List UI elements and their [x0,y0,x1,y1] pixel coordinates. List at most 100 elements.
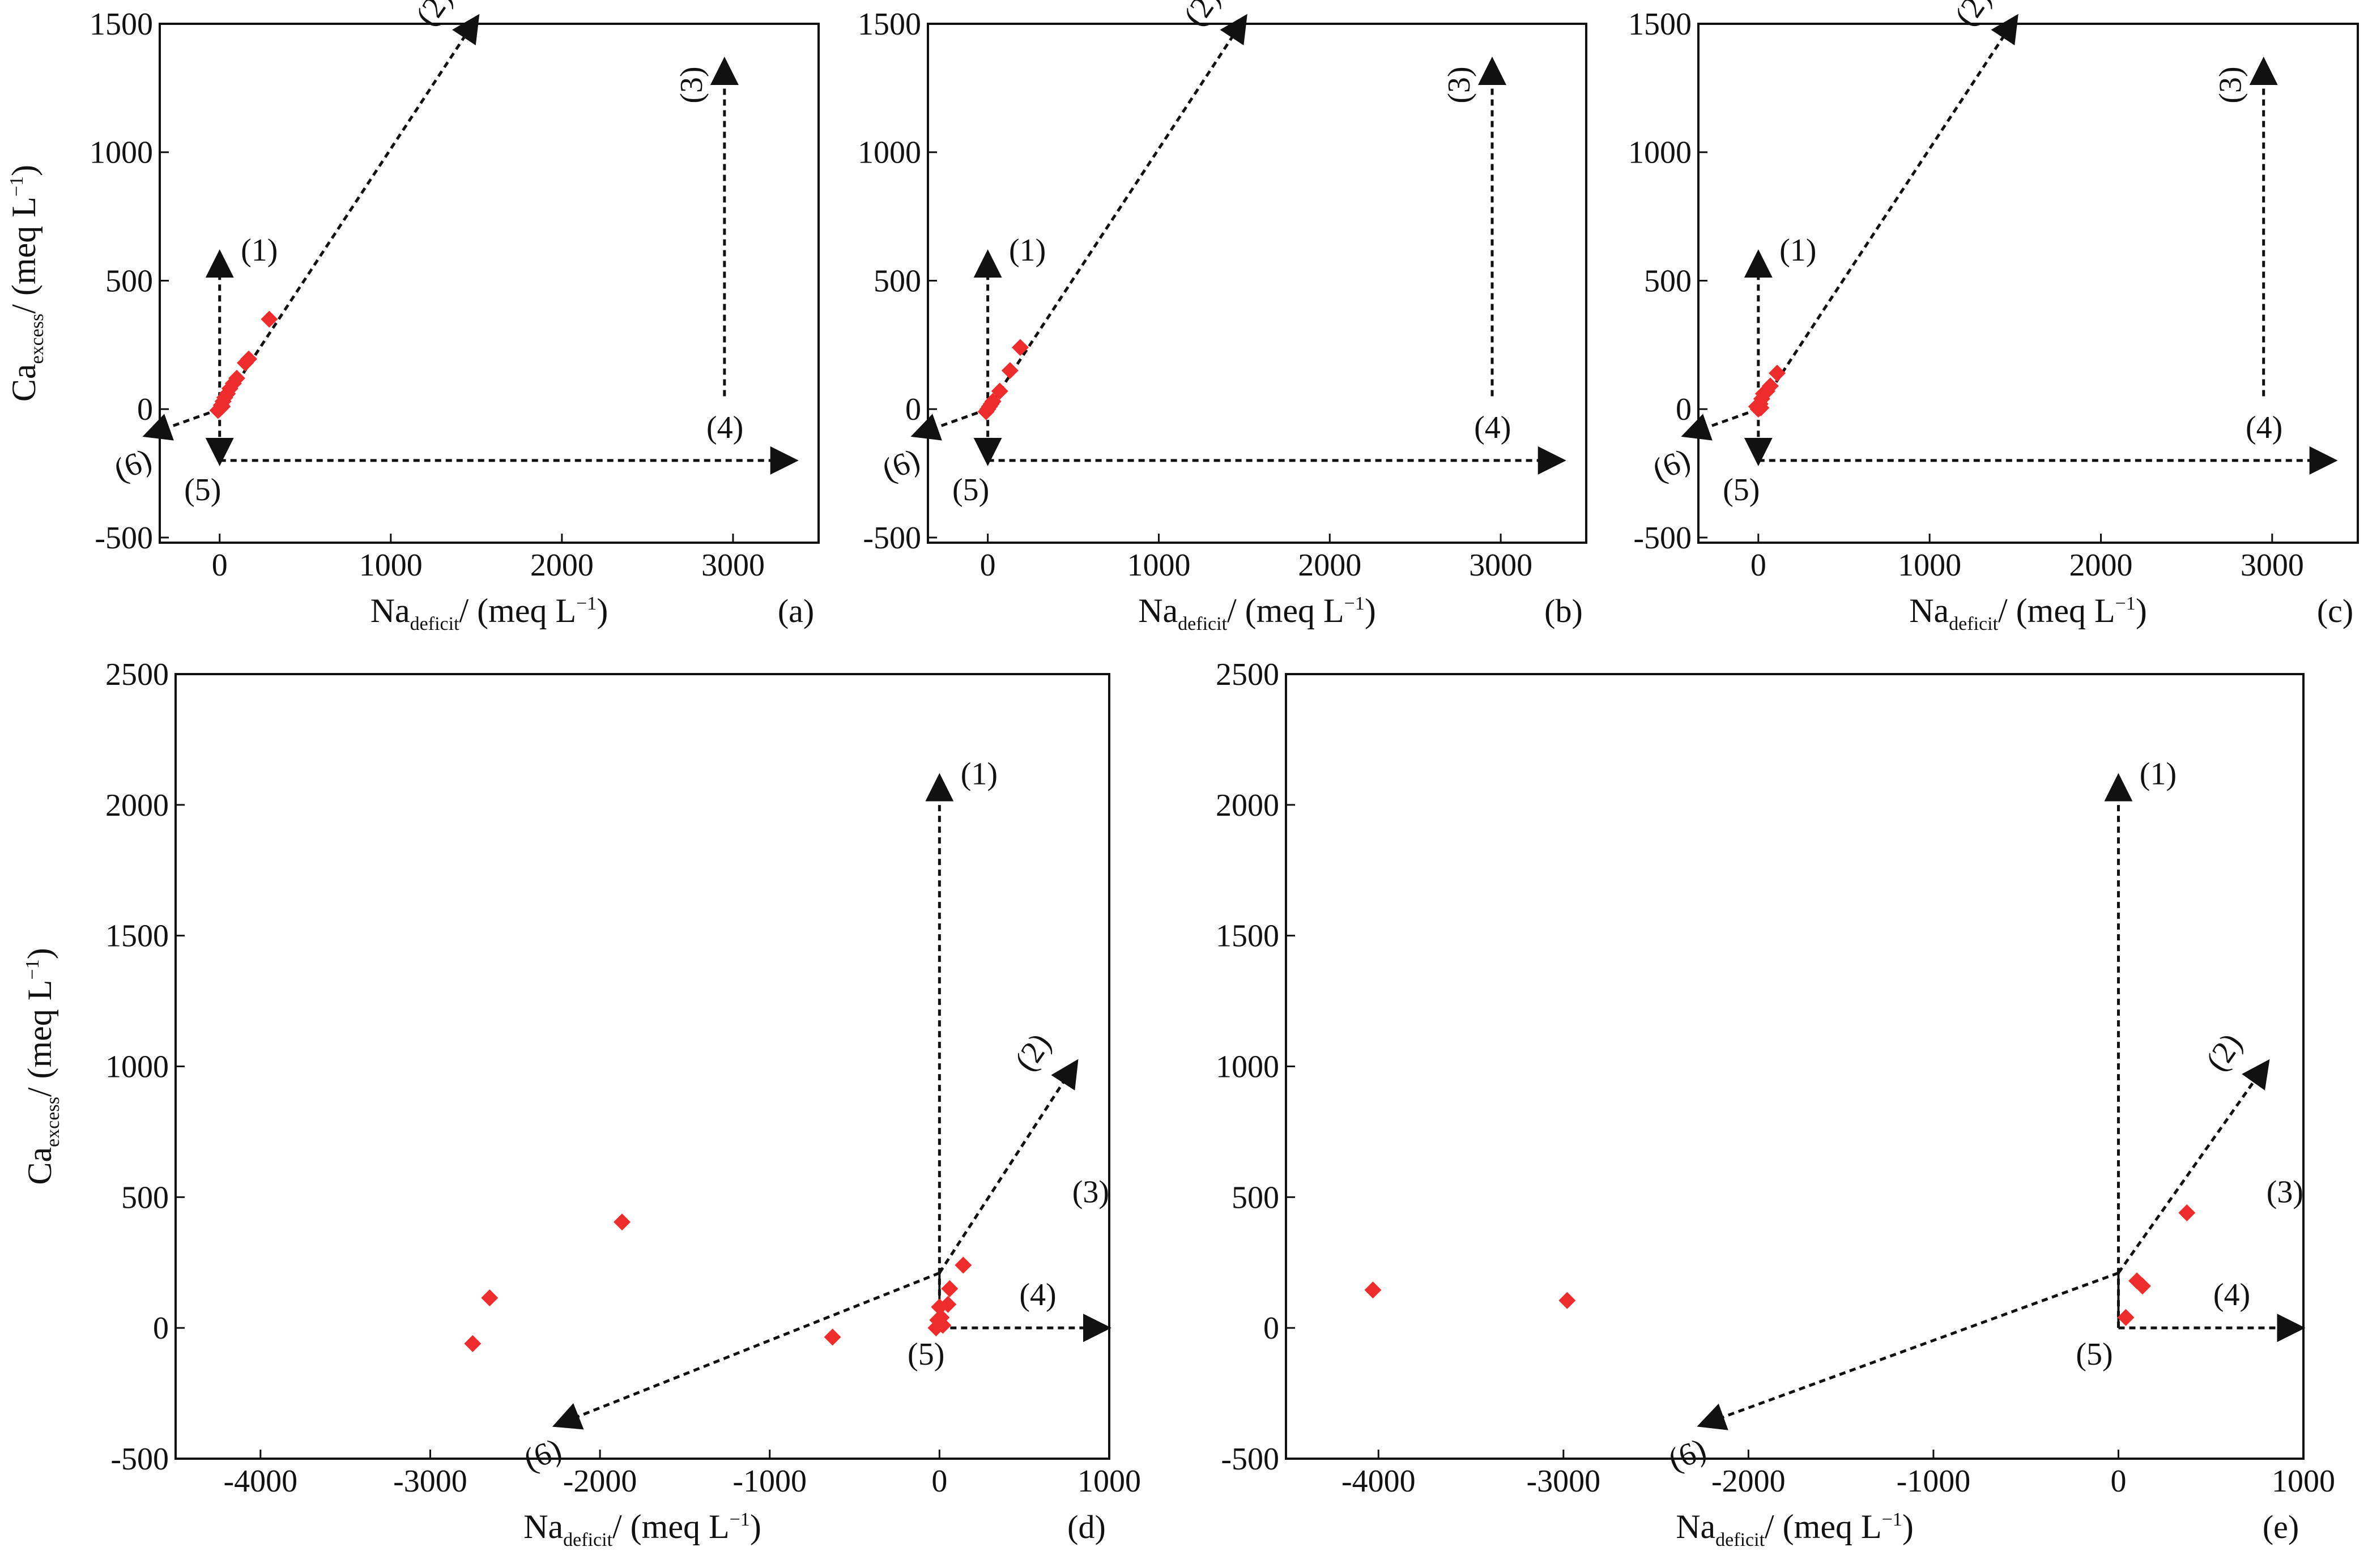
data-point [481,1289,499,1307]
y-tick-label: 500 [121,1180,169,1215]
x-tick-label: 0 [2110,1464,2126,1499]
guide-arrow-6 [1697,1271,2119,1430]
x-tick-label: 1000 [1127,548,1190,583]
x-tick-label: 0 [931,1464,947,1499]
x-tick-label: 1000 [1077,1464,1141,1499]
y-tick-label: 500 [1232,1180,1279,1215]
arrow-label-3: (3) [1442,66,1477,103]
x-tick-label: 1000 [1898,548,1961,583]
x-tick-label: 3000 [1469,548,1532,583]
panel-d: -4000 -3000 -2000 -1000 0 1000 -500 0 500 1000 150… [21,657,1141,1550]
data-point [1001,362,1019,380]
y-tick-label: 1000 [858,135,921,171]
data-point [984,393,1002,410]
x-tick-label: -4000 [1341,1464,1416,1499]
arrow-label-4: (4) [706,410,743,445]
y-tick-label: -500 [863,521,921,556]
y-tick-label: 1500 [1628,7,1692,42]
arrow-label-5: (5) [1723,472,1760,508]
plot-frame [1697,23,2359,544]
arrow-label-6: (6) [878,442,925,488]
y-tick-label: 1000 [105,1050,169,1085]
panel-letter: (d) [1067,1509,1106,1545]
y-tick-label: 1000 [90,135,153,171]
data-point [934,1316,952,1334]
data-point [2178,1204,2196,1222]
panel-a: 0 1000 2000 3000 -500 0 500 1000 1500 (1) (2) (3) (4… [5,0,820,634]
arrow-label-2: (2) [1008,1027,1058,1077]
y-tick-label: -500 [1221,1442,1279,1477]
guide-arrow-2 [2117,1059,2270,1274]
y-tick-label: 1500 [1216,919,1279,954]
x-axis-title: Nadeficit/ (meq L−1) [1676,1508,1914,1550]
x-tick-label: 3000 [701,548,765,583]
panel-b: 0 1000 2000 3000 -500 0 500 1000 1500 (1) (2) (3) (4… [858,0,1587,634]
guide-arrow-2 [938,1059,1079,1274]
arrow-label-6: (6) [519,1432,567,1478]
plot-frame [927,23,1587,544]
y-tick-label: 1500 [90,7,153,42]
y-axis-title: Caexcess/ (meq L−1) [5,165,48,402]
x-tick-label: 1000 [359,548,423,583]
x-tick-label: -3000 [393,1464,467,1499]
x-axis-title: Nadeficit/ (meq L−1) [1909,592,2147,634]
panel-e: -4000 -3000 -2000 -1000 0 1000 -500 0 500 1000 150… [1216,657,2335,1550]
x-tick-label: 2000 [1298,548,1361,583]
arrow-label-3: (3) [2213,66,2248,103]
y-tick-label: 500 [1644,263,1692,299]
x-tick-label: 1000 [2272,1464,2335,1499]
y-tick-label: 0 [1676,392,1692,427]
arrow-label-4: (4) [1474,410,1511,445]
arrow-label-6: (6) [1648,442,1695,488]
arrow-label-5: (5) [908,1337,944,1372]
arrow-label-6: (6) [109,442,156,488]
data-point [261,310,278,328]
plot-frame [1285,673,2305,1460]
panel-letter: (a) [778,593,814,629]
plot-frame [174,673,1110,1460]
data-point [977,403,995,420]
arrow-label-2: (2) [1177,0,1226,32]
y-tick-label: 2000 [1216,788,1279,823]
arrow-label-1: (1) [961,757,998,792]
arrow-label-4: (4) [2246,410,2282,445]
data-point [1011,339,1029,356]
arrow-label-2: (2) [1948,0,1998,32]
arrow-label-3: (3) [2267,1175,2303,1210]
arrow-label-4: (4) [2213,1277,2250,1313]
panel-letter: (b) [1544,593,1583,629]
arrow-label-4: (4) [1019,1277,1056,1313]
plot-frame [159,23,820,544]
y-tick-label: -500 [1633,521,1692,556]
x-tick-label: -4000 [223,1464,297,1499]
arrow-label-5: (5) [2076,1337,2113,1372]
data-point [214,398,231,415]
y-tick-label: 1000 [1216,1050,1279,1085]
arrow-label-1: (1) [241,233,278,268]
y-tick-label: 0 [153,1311,169,1346]
y-tick-label: 500 [105,263,153,299]
x-tick-label: 3000 [2241,548,2304,583]
arrow-label-1: (1) [2140,757,2177,792]
arrow-label-3: (3) [1072,1175,1109,1210]
data-point [824,1328,841,1346]
data-point [240,350,258,368]
y-tick-label: 1500 [105,919,169,954]
guide-arrow-6 [142,407,220,441]
data-point [614,1213,631,1231]
y-tick-label: -500 [95,521,153,556]
data-point [955,1256,972,1274]
arrow-label-1: (1) [1009,233,1046,268]
data-point [941,1280,959,1297]
x-tick-label: -3000 [1526,1464,1600,1499]
y-tick-label: 500 [874,263,921,299]
x-axis-title: Nadeficit/ (meq L−1) [1138,592,1376,634]
y-tick-label: 0 [1263,1311,1279,1346]
x-axis-title: Nadeficit/ (meq L−1) [523,1508,761,1550]
arrow-label-3: (3) [674,66,709,103]
data-point [464,1335,482,1352]
y-tick-label: 1500 [858,7,921,42]
y-tick-label: 2000 [105,788,169,823]
data-point [1761,377,1779,395]
